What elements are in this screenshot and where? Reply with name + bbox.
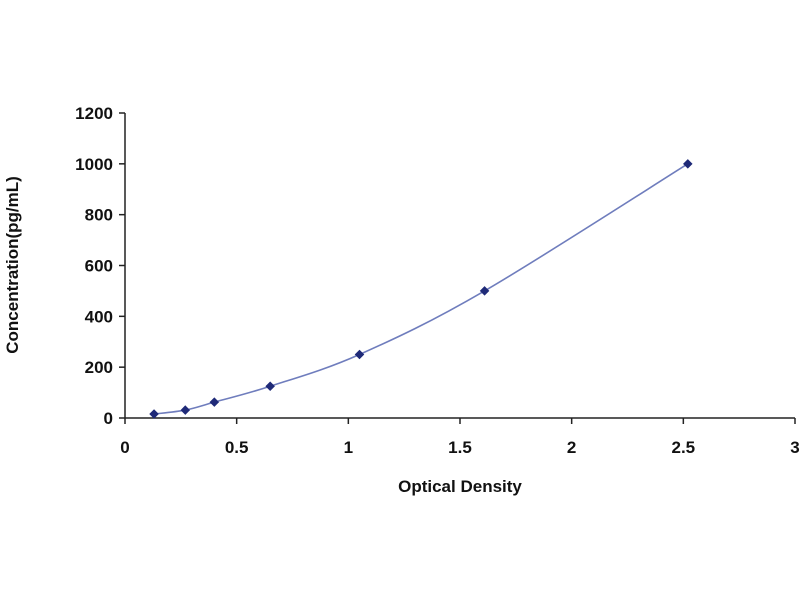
x-tick-label: 1 [344, 438, 353, 457]
curve-layer [153, 163, 689, 415]
y-axis-title: Concentration(pg/mL) [3, 176, 22, 354]
data-point [265, 381, 275, 391]
y-tick-label: 200 [85, 358, 113, 377]
x-axis-title: Optical Density [398, 477, 522, 496]
points-layer [149, 159, 693, 419]
data-point [209, 397, 220, 407]
x-tick-label: 1.5 [448, 438, 472, 457]
x-tick-label: 2 [567, 438, 576, 457]
data-point [683, 159, 693, 169]
data-point [354, 349, 365, 360]
x-axis: 0 0.5 1 1.5 2 2.5 3 [120, 417, 800, 457]
y-tick-label: 1200 [75, 104, 113, 123]
fit-curve [153, 163, 689, 415]
x-tick-label: 2.5 [672, 438, 696, 457]
x-tick-label: 0.5 [225, 438, 249, 457]
y-tick-label: 1000 [75, 155, 113, 174]
y-tick-label: 0 [104, 409, 113, 428]
x-tick-label: 3 [790, 438, 799, 457]
data-point [479, 286, 490, 296]
data-point [180, 405, 191, 415]
y-axis: 0 200 400 600 800 1000 1200 [75, 104, 126, 428]
data-point [149, 409, 159, 419]
y-tick-label: 600 [85, 257, 113, 276]
y-tick-label: 400 [85, 307, 113, 326]
y-tick-label: 800 [85, 206, 113, 225]
x-tick-label: 0 [120, 438, 129, 457]
